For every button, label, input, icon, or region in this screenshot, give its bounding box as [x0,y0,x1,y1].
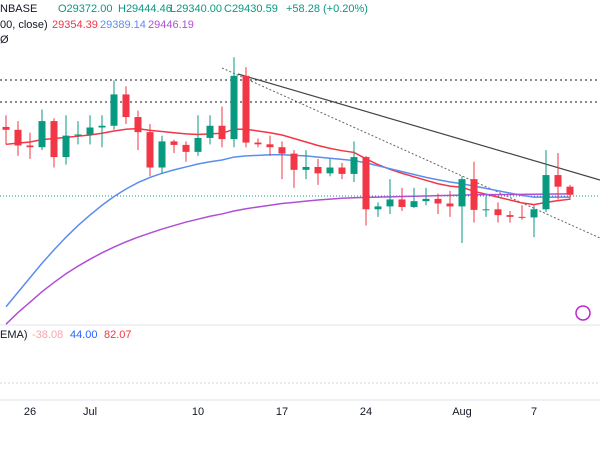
ma-value: 29446.19 [148,19,194,31]
candle-body [110,94,118,126]
ohlc-high: H29444.46 [118,3,172,15]
candle-body [326,167,334,174]
candle-body [494,209,502,216]
candle-body [122,94,130,118]
candle-body [278,147,286,154]
candle-body [170,141,178,145]
ohlc-open: O29372.00 [58,3,112,15]
oscillator-value: 82.07 [104,329,132,341]
candle-body [350,157,358,174]
candle-body [290,153,298,170]
candle-body [182,144,190,152]
candle-body [62,135,70,158]
x-tick-label: 10 [192,406,204,418]
extra: Ø [0,34,9,46]
candle-body [242,75,250,143]
candle-body [422,198,430,202]
candle-body [50,121,58,158]
candle-body [134,117,142,133]
candle-body [218,125,226,140]
ma-label: 00, close) [0,19,48,31]
candle-body [302,166,310,170]
ohlc-close: C29430.59 [224,3,278,15]
candle-body [194,137,202,152]
candle-body [374,206,382,210]
icon[interactable] [575,305,591,321]
candle-body [506,215,514,217]
candle-body [206,125,214,138]
candle-body [266,144,274,148]
trend-line [237,73,600,181]
candle-body [530,209,538,218]
candle-body [554,175,562,187]
candle-body [566,186,574,195]
oscillator-value: -38.08 [32,329,63,341]
candle-body [470,179,478,210]
x-tick-label: Aug [452,406,472,418]
x-tick-label: 17 [276,406,288,418]
ohlc-change: +58.28 (+0.20%) [286,3,368,15]
candle-body [98,125,106,128]
candle-body [74,134,82,136]
ma-value: 29354.39 [52,19,98,31]
candle-body [254,142,262,145]
candle-body [86,127,94,135]
candle-body [386,199,394,207]
x-tick-label: 7 [531,406,537,418]
oscillator-value: 44.00 [70,329,98,341]
candle-body [338,167,346,174]
x-tick-label: 26 [24,406,36,418]
candle-body [518,216,526,218]
candle-body [458,179,466,207]
candle-body [314,166,322,174]
candle-body [362,157,370,210]
x-tick-label: Jul [83,406,97,418]
candle-body [410,201,418,207]
candle-body [398,199,406,207]
candle-body [434,198,442,204]
candle-body [542,175,550,210]
candle-body [482,209,490,211]
candle-body [146,132,154,168]
oscillator-label: EMA) [0,329,28,341]
ohlc-low: L29340.00 [170,3,222,15]
candle-body [2,126,10,130]
symbol: NBASE [0,3,37,15]
candle-body [14,129,22,146]
candle-body [446,203,454,207]
candle-body [38,121,46,148]
x-tick-label: 24 [360,406,372,418]
candle-body [26,145,34,148]
candle-body [230,75,238,140]
candle-body [158,141,166,168]
ma-value: 29389.14 [100,19,146,31]
